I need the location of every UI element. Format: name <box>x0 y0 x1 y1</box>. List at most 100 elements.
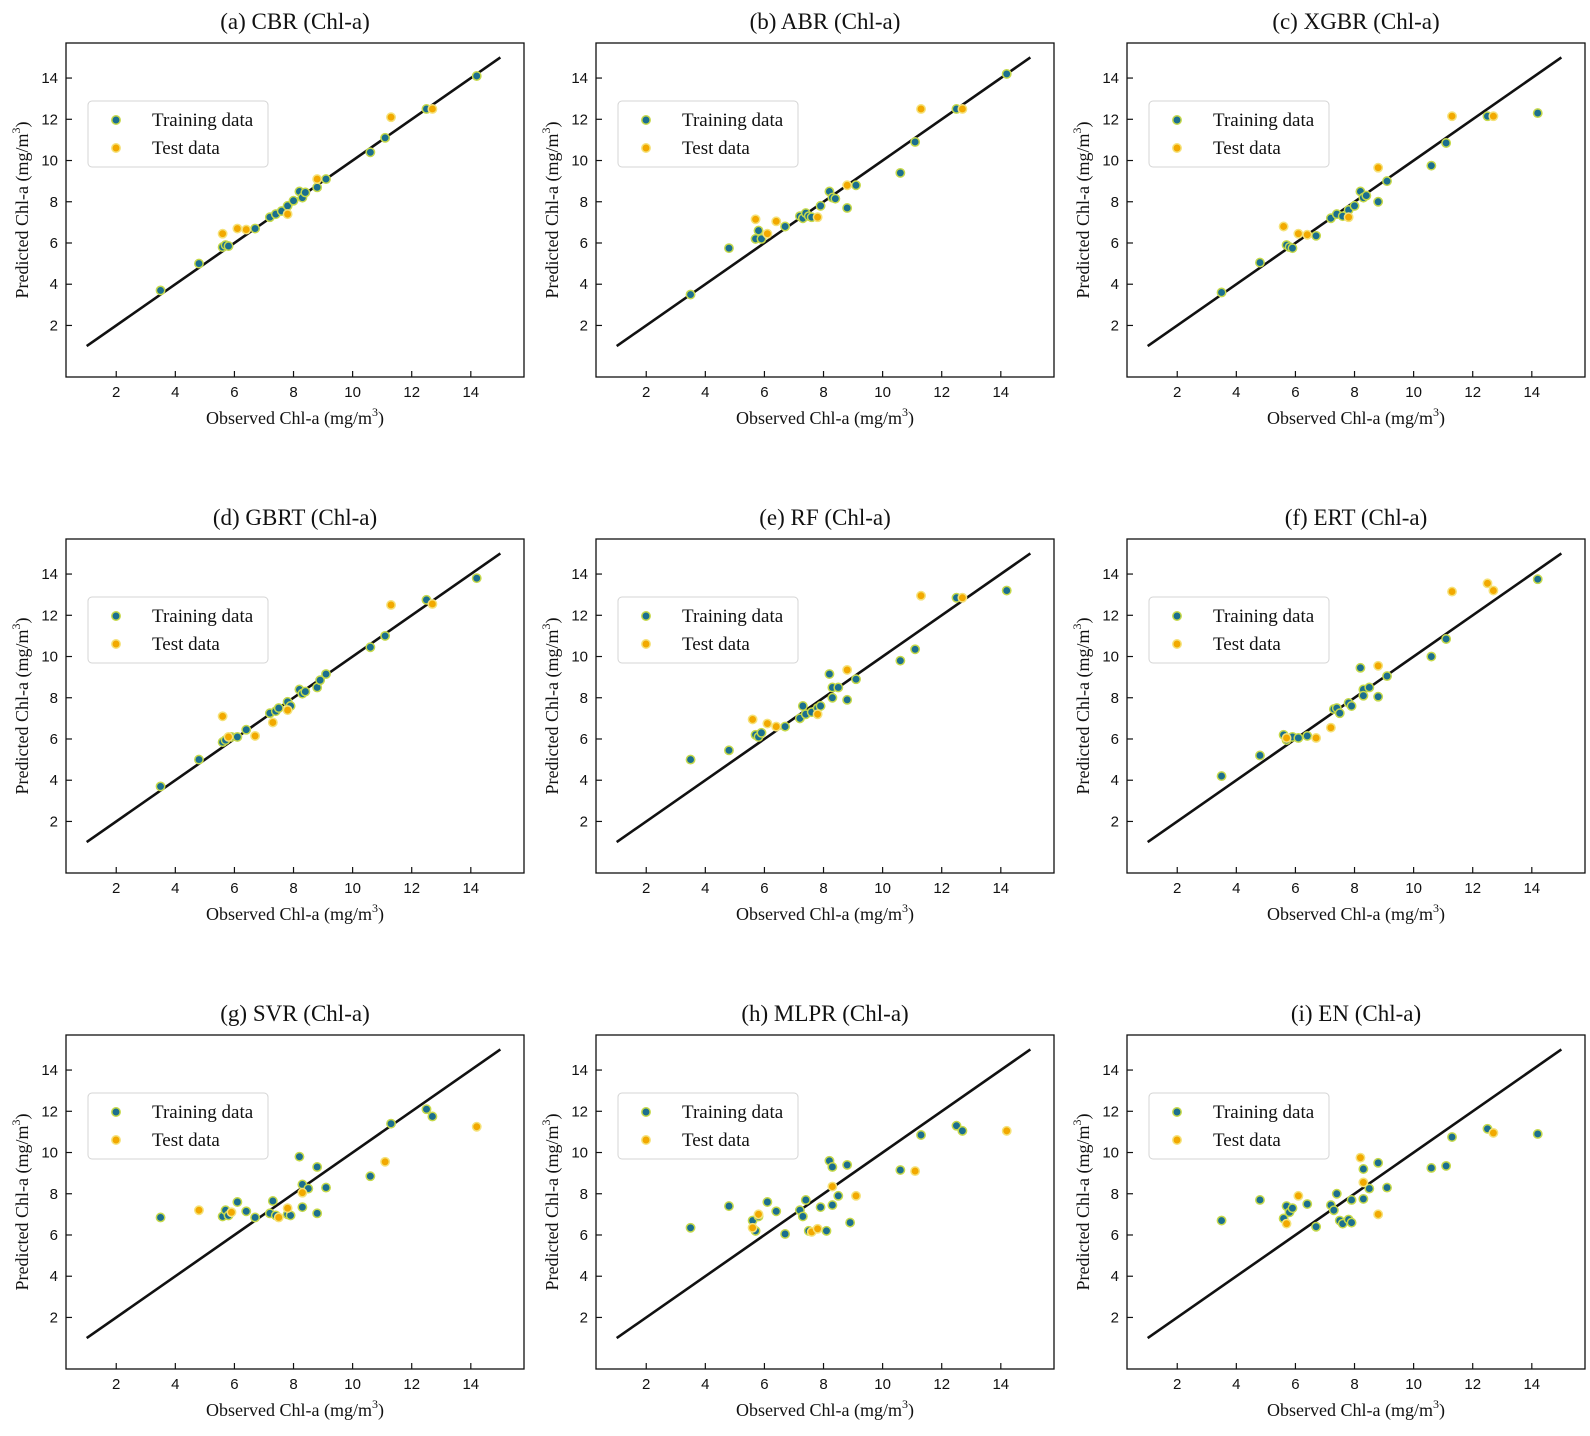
legend-test-marker <box>111 639 121 649</box>
training-point <box>1302 1199 1313 1210</box>
x-tick-label: 12 <box>933 384 950 401</box>
x-tick-label: 6 <box>1291 1376 1299 1393</box>
training-point <box>1441 634 1452 644</box>
x-tick-label: 6 <box>230 880 238 897</box>
x-tick-label: 14 <box>462 880 479 897</box>
x-tick-label: 4 <box>171 1376 179 1393</box>
test-point <box>273 1212 284 1223</box>
legend-test-marker <box>641 639 651 649</box>
training-point <box>833 1190 844 1201</box>
training-point <box>824 669 835 679</box>
test-point <box>827 1181 838 1192</box>
training-point <box>194 754 204 765</box>
training-point <box>833 682 844 693</box>
test-point <box>427 104 438 114</box>
x-tick-label: 8 <box>819 384 827 401</box>
chart-panel-7: (g) SVR (Chl-a) 2 4 6 8 10 12 14 2 4 6 8 10 12 14 Obser… <box>9 1001 525 1421</box>
legend-training-marker <box>641 115 651 125</box>
x-tick-label: 6 <box>1291 384 1299 401</box>
one-to-one-line <box>1146 1048 1563 1340</box>
x-axis-label: Observed Chl-a (mg/m3) <box>736 405 914 429</box>
training-point <box>815 200 826 211</box>
y-tick-label: 10 <box>41 153 58 170</box>
training-point <box>1311 230 1322 241</box>
x-tick-label: 4 <box>171 880 179 897</box>
training-point <box>250 223 261 234</box>
training-point <box>685 1222 696 1233</box>
test-point <box>1482 578 1493 589</box>
y-tick-label: 6 <box>580 731 588 748</box>
training-point <box>300 187 311 198</box>
y-tick-label: 14 <box>41 566 58 583</box>
x-tick-label: 8 <box>1350 1376 1358 1393</box>
axes-frame <box>65 1034 525 1370</box>
training-point <box>851 674 861 685</box>
training-point <box>232 1197 243 1207</box>
training-point <box>821 1225 832 1236</box>
chart-panel-9: (i) EN (Chl-a) 2 4 6 8 10 12 14 2 4 6 8 10 12 14 Observ… <box>1070 1001 1586 1421</box>
training-point <box>1382 671 1392 682</box>
y-axis-label: Predicted Chl-a (mg/m3) <box>1070 122 1094 299</box>
legend-test-label: Test data <box>682 138 750 159</box>
legend-training-label: Training data <box>152 606 254 627</box>
training-point <box>365 147 376 158</box>
chart-panel-1: (a) CBR (Chl-a) 2 4 6 8 10 12 14 2 4 6 8 10 12 14 Obser… <box>9 9 525 429</box>
x-tick-label: 2 <box>1173 880 1181 897</box>
training-point <box>957 1125 968 1136</box>
legend-test-label: Test data <box>152 1130 220 1151</box>
axes-frame <box>1126 42 1586 378</box>
x-tick-label: 12 <box>1464 880 1481 897</box>
y-tick-label: 10 <box>571 1145 588 1162</box>
training-point <box>1373 691 1384 702</box>
x-tick-label: 4 <box>701 384 709 401</box>
test-point <box>1358 1177 1369 1188</box>
training-point <box>851 180 861 191</box>
test-point <box>812 212 823 223</box>
training-point <box>1311 1221 1322 1232</box>
y-tick-label: 2 <box>580 813 588 830</box>
training-point <box>1331 1188 1342 1199</box>
training-point <box>815 701 826 711</box>
training-point <box>895 1165 906 1175</box>
training-point <box>842 202 853 213</box>
y-tick-label: 6 <box>580 1227 588 1244</box>
y-tick-label: 8 <box>1111 194 1119 211</box>
x-tick-label: 14 <box>992 1376 1009 1393</box>
test-point <box>1278 221 1289 232</box>
legend: Training data Test data <box>617 1092 799 1160</box>
x-tick-label: 14 <box>1523 880 1540 897</box>
data-points <box>685 1120 1012 1239</box>
training-point <box>1373 196 1384 207</box>
x-axis-label: Observed Chl-a (mg/m3) <box>206 405 384 429</box>
legend-test-label: Test data <box>152 634 220 655</box>
y-axis-label: Predicted Chl-a (mg/m3) <box>9 618 33 795</box>
y-tick-label: 6 <box>50 731 58 748</box>
y-axis-label: Predicted Chl-a (mg/m3) <box>539 618 563 795</box>
training-point <box>780 1229 791 1239</box>
x-tick-label: 2 <box>112 1376 120 1393</box>
test-point <box>1293 228 1304 239</box>
training-point <box>241 1206 252 1217</box>
x-tick-label: 4 <box>701 1376 709 1393</box>
test-point <box>1302 229 1313 240</box>
training-point <box>365 642 376 653</box>
training-point <box>1287 243 1298 254</box>
legend-training-marker <box>111 115 121 125</box>
training-point <box>471 71 482 81</box>
training-point <box>797 1211 808 1222</box>
training-point <box>1532 574 1543 585</box>
y-tick-label: 4 <box>50 276 58 293</box>
training-point <box>685 289 696 300</box>
test-point <box>1373 162 1384 173</box>
panel-title: (d) GBRT (Chl-a) <box>213 505 377 530</box>
data-points <box>685 68 1012 300</box>
test-point <box>297 1187 308 1198</box>
training-point <box>1349 200 1360 211</box>
legend-test-label: Test data <box>1213 1130 1281 1151</box>
y-tick-label: 8 <box>1111 690 1119 707</box>
test-point <box>1001 1125 1012 1136</box>
y-axis-label: Predicted Chl-a (mg/m3) <box>9 1114 33 1291</box>
y-tick-label: 8 <box>50 690 58 707</box>
legend-test-label: Test data <box>1213 138 1281 159</box>
